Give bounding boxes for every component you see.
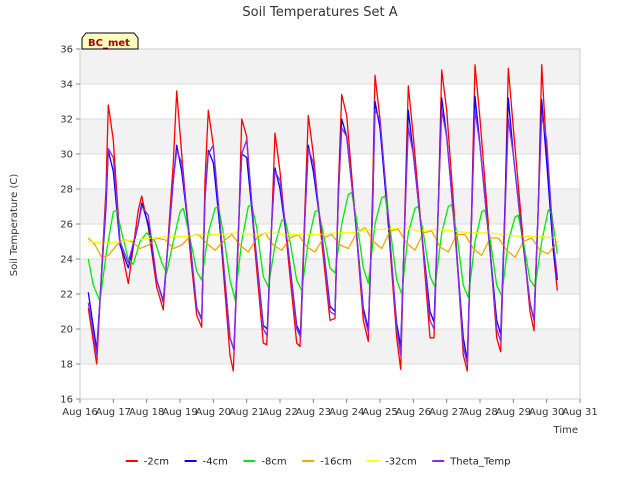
x-tick-label: Aug 19 — [162, 407, 197, 418]
x-tick-label: Aug 29 — [496, 407, 531, 418]
series-line-2cm — [87, 64, 558, 372]
chart-title: Soil Temperatures Set A — [242, 5, 397, 20]
y-tick-label: 18 — [60, 360, 73, 371]
x-tick-label: Aug 22 — [262, 407, 297, 418]
x-tick-label: Aug 18 — [129, 407, 164, 418]
y-tick-label: 16 — [60, 395, 73, 406]
y-tick-label: 28 — [60, 185, 73, 196]
plot-band — [80, 329, 580, 364]
y-axis-title: Soil Temperature (C) — [9, 174, 20, 277]
x-tick-label: Aug 21 — [229, 407, 264, 418]
legend-label: -16cm — [320, 457, 352, 468]
badge-label: BC_met — [88, 38, 130, 49]
plot-band — [80, 49, 580, 84]
x-axis-title: Time — [553, 425, 578, 436]
y-tick-label: 36 — [60, 45, 73, 56]
y-tick-label: 30 — [60, 150, 73, 161]
legend-label: -2cm — [144, 457, 169, 468]
legend-label: -8cm — [261, 457, 286, 468]
y-tick-label: 26 — [60, 220, 73, 231]
x-tick-label: Aug 30 — [529, 407, 564, 418]
y-tick-label: 32 — [60, 115, 73, 126]
legend: -2cm -4cm -8cm -16cm -32cm Theta_Temp — [125, 457, 511, 468]
x-tick-label: Aug 24 — [329, 407, 364, 418]
x-tick-label: Aug 16 — [62, 407, 97, 418]
x-tick-label: Aug 23 — [296, 407, 331, 418]
site-badge: BC_met — [81, 32, 139, 50]
plot-band — [80, 119, 580, 154]
x-tick-label: Aug 31 — [562, 407, 597, 418]
x-tick-label: Aug 20 — [196, 407, 231, 418]
plot-band — [80, 189, 580, 224]
series-line-16cm — [87, 226, 558, 258]
series-line-32cm — [88, 226, 558, 244]
series-line-thetatemp — [87, 109, 558, 365]
badge-shape — [81, 32, 139, 50]
x-tick-label: Aug 25 — [362, 407, 397, 418]
series-layer — [87, 64, 558, 372]
x-tick-label: Aug 27 — [429, 407, 464, 418]
x-tick-label: Aug 17 — [96, 407, 131, 418]
y-axis-ticks: 16 18 20 22 24 26 28 30 32 34 36 — [60, 45, 80, 406]
x-tick-label: Aug 28 — [462, 407, 497, 418]
y-tick-label: 20 — [60, 325, 73, 336]
y-tick-label: 24 — [60, 255, 73, 266]
x-tick-label: Aug 26 — [396, 407, 431, 418]
legend-label: Theta_Temp — [449, 457, 510, 468]
y-tick-label: 22 — [60, 290, 73, 301]
y-tick-label: 34 — [60, 80, 73, 91]
legend-label: -32cm — [385, 457, 417, 468]
legend-label: -4cm — [203, 457, 228, 468]
